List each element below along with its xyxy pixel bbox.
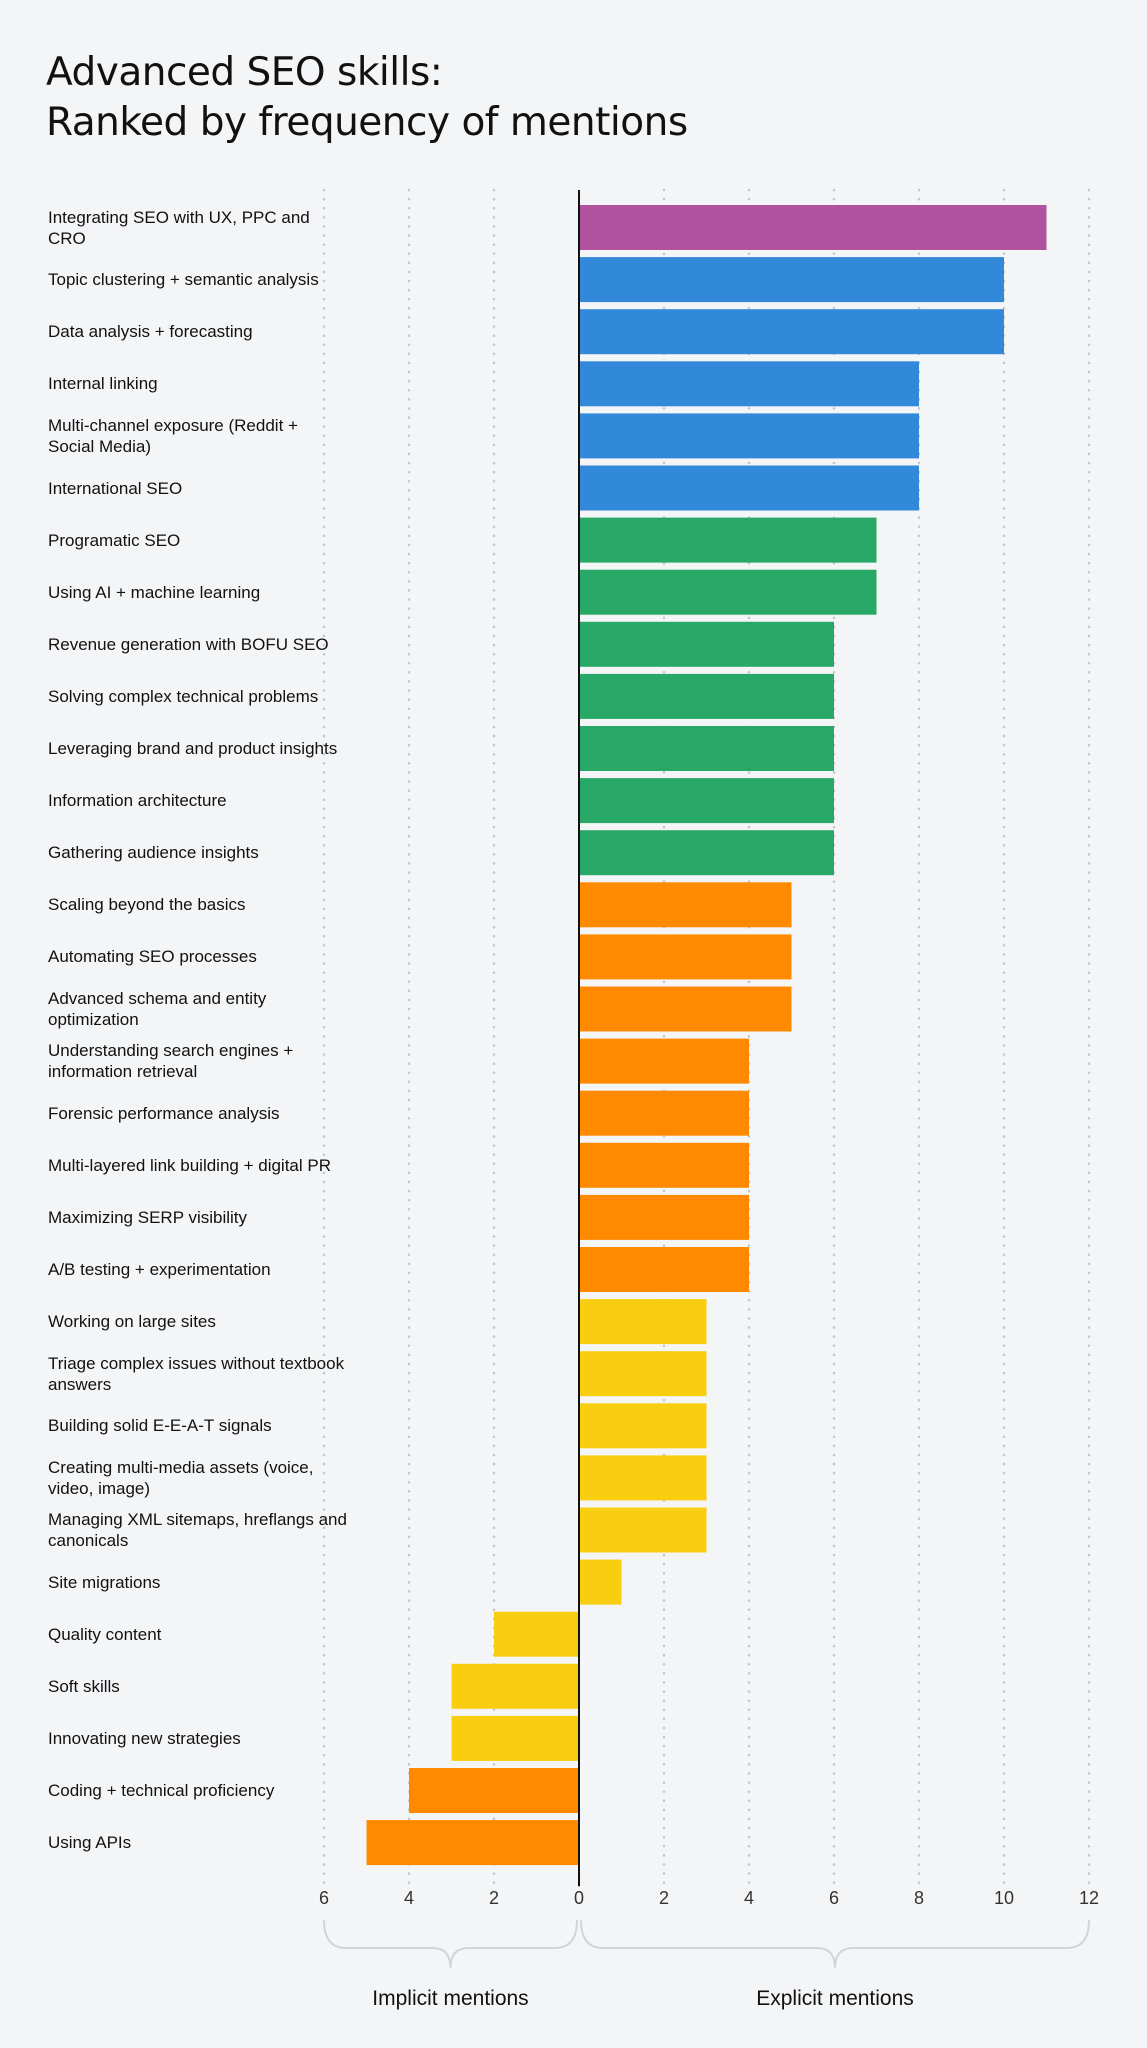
bar [579, 1142, 749, 1188]
implicit-mentions-label: Implicit mentions [372, 1987, 528, 2010]
chart-title: Advanced SEO skills: Ranked by frequency… [46, 48, 688, 148]
category-label: Multi-layered link building + digital PR [48, 1155, 331, 1175]
tick-label: 10 [994, 1888, 1014, 1908]
category-label: Information architecture [48, 791, 227, 811]
bar [579, 1507, 707, 1553]
bar [579, 257, 1004, 303]
bar [579, 309, 1004, 355]
bar [579, 621, 834, 667]
category-label: Triage complex issues without textbook a… [48, 1353, 345, 1394]
title-line-1: Advanced SEO skills: [46, 50, 443, 95]
bar [579, 361, 919, 407]
category-label: Innovating new strategies [48, 1728, 241, 1748]
bar [579, 1299, 707, 1345]
category-label: Building solid E-E-A-T signals [48, 1416, 272, 1436]
title-line-2: Ranked by frequency of mentions [46, 100, 688, 145]
bar [451, 1663, 579, 1709]
tick-label: 6 [829, 1888, 839, 1908]
category-label: Advanced schema and entity optimization [48, 989, 267, 1029]
category-label: Soft skills [48, 1676, 120, 1696]
category-label: Leveraging brand and product insights [48, 739, 338, 758]
bar [409, 1768, 579, 1813]
tick-label: 2 [659, 1888, 669, 1908]
implicit-brace [323, 1919, 578, 1969]
bar [579, 1090, 749, 1136]
bar [366, 1820, 579, 1866]
tick-label: 6 [319, 1888, 329, 1908]
bar [451, 1715, 579, 1761]
bar [579, 1194, 749, 1240]
bar [579, 465, 919, 511]
category-label: Creating multi-media assets (voice, vide… [48, 1457, 314, 1498]
explicit-mentions-label: Explicit mentions [756, 1987, 914, 2010]
category-label: Scaling beyond the basics [48, 895, 246, 915]
bar [579, 726, 834, 771]
bar [579, 1351, 707, 1397]
explicit-brace [580, 1919, 1090, 1969]
bar [579, 1403, 707, 1449]
category-label: Site migrations [48, 1572, 161, 1592]
category-label: Forensic performance analysis [48, 1103, 280, 1123]
tick-label: 2 [489, 1888, 499, 1908]
category-label: Internal linking [48, 374, 158, 394]
category-label: Quality content [48, 1624, 162, 1644]
bar [579, 517, 877, 563]
category-label: Using APIs [48, 1833, 132, 1853]
category-label: Integrating SEO with UX, PPC and CRO [48, 207, 310, 248]
category-label: Topic clustering + semantic analysis [48, 270, 319, 290]
tick-label: 8 [914, 1888, 924, 1908]
bar [579, 1038, 749, 1084]
bar [579, 1247, 749, 1292]
category-label: A/B testing + experimentation [48, 1260, 271, 1279]
bar [579, 1559, 622, 1605]
category-label: Multi-channel exposure (Reddit + Social … [48, 415, 298, 456]
bar [579, 1455, 707, 1501]
category-label: Solving complex technical problems [48, 686, 319, 706]
bar [494, 1611, 579, 1657]
bar [579, 673, 834, 719]
bar [579, 205, 1047, 250]
tick-label: 12 [1079, 1888, 1099, 1908]
category-label: Understanding search engines + informati… [48, 1041, 294, 1082]
tick-label: 4 [744, 1888, 754, 1908]
category-label: International SEO [48, 478, 183, 498]
category-label: Revenue generation with BOFU SEO [48, 634, 329, 654]
category-label: Coding + technical proficiency [48, 1781, 275, 1800]
category-label: Data analysis + forecasting [48, 322, 253, 342]
bar [579, 778, 834, 824]
bar [579, 830, 834, 876]
bar [579, 413, 919, 459]
tick-label: 4 [404, 1888, 414, 1908]
category-label: Working on large sites [48, 1312, 216, 1332]
bar [579, 569, 877, 615]
bar [579, 934, 792, 980]
category-label: Automating SEO processes [48, 947, 257, 967]
category-label: Managing XML sitemaps, hreflangs and can… [48, 1510, 347, 1550]
category-label: Gathering audience insights [48, 843, 259, 863]
bar [579, 986, 792, 1032]
tick-label: 0 [574, 1888, 584, 1908]
bar [579, 882, 792, 928]
category-label: Maximizing SERP visibility [48, 1207, 248, 1227]
category-label: Using AI + machine learning [48, 582, 261, 602]
category-label: Programatic SEO [48, 530, 181, 550]
